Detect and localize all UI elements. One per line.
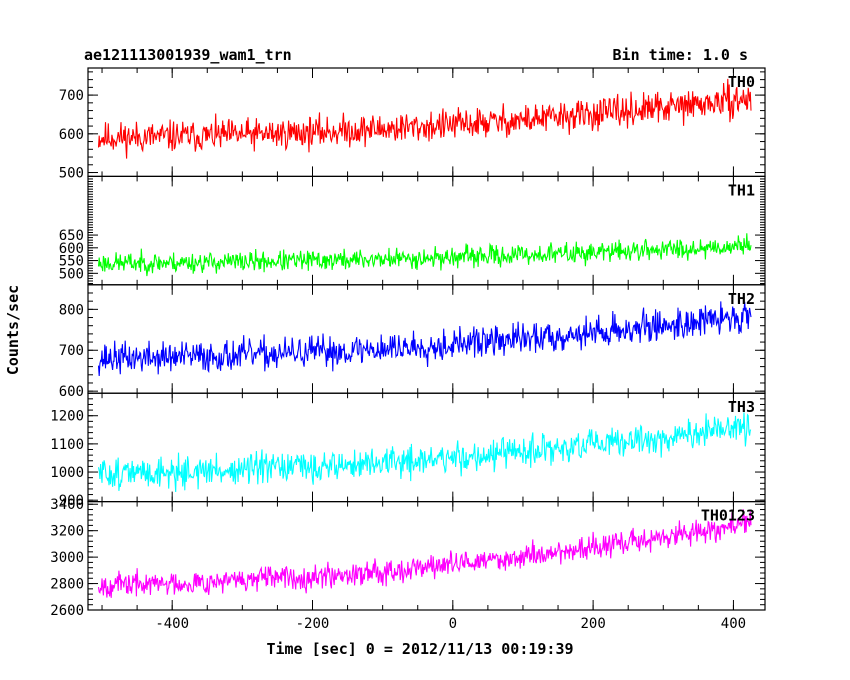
y-tick-label: 600 [59, 241, 84, 257]
series-name-label: TH1 [728, 181, 755, 199]
y-tick-label: 1100 [50, 437, 84, 453]
y-tick-label: 550 [59, 254, 84, 270]
panel-frame [87, 501, 766, 611]
series-th2 [97, 301, 752, 377]
series-th0 [97, 78, 752, 159]
y-tick-label: 650 [59, 228, 84, 244]
x-axis-label: Time [sec] 0 = 2012/11/13 00:19:39 [266, 640, 573, 658]
x-tick-label: -400 [155, 616, 189, 632]
y-tick-label: 2800 [50, 577, 84, 593]
x-tick-label: 400 [721, 616, 746, 632]
series-th0123 [97, 509, 752, 598]
y-tick-label: 800 [59, 302, 84, 318]
panel-frame [87, 284, 766, 394]
panel-th0: 500 600 700 TH0 [59, 67, 766, 182]
series-name-label: TH0123 [701, 507, 755, 525]
y-axis-label: Counts/sec [4, 285, 22, 375]
panel-frame [87, 392, 766, 503]
series-name-label: TH2 [728, 290, 755, 308]
y-tick-label: 3400 [50, 497, 84, 513]
y-tick-label: 2600 [50, 603, 84, 619]
panel-th2: 600 700 800 TH2 [59, 284, 766, 400]
series-name-label: TH0 [728, 73, 755, 91]
y-tick-label: 500 [59, 266, 84, 282]
panel-frame [87, 175, 766, 286]
y-tick-label: 1000 [50, 465, 84, 481]
y-tick-label: 900 [59, 493, 84, 509]
y-tick-label: 700 [59, 343, 84, 359]
y-tick-label: 500 [59, 166, 84, 182]
y-tick-label: 3200 [50, 524, 84, 540]
series-th1 [97, 233, 752, 277]
x-tick-label: 0 [449, 616, 457, 632]
series-name-label: TH3 [728, 398, 755, 416]
y-tick-label: 600 [59, 127, 84, 143]
panel-th3: 900 1000 1100 1200 TH3 [50, 392, 766, 509]
y-tick-label: 600 [59, 384, 84, 400]
x-tick-label: -200 [296, 616, 330, 632]
y-tick-label: 3000 [50, 550, 84, 566]
y-tick-label: 700 [59, 88, 84, 104]
bin-time-label: Bin time: 1.0 s [613, 46, 748, 64]
series-th3 [97, 412, 752, 493]
x-tick-label: 200 [580, 616, 605, 632]
panels: 500600700TH0500550600650TH1600700800TH29… [50, 67, 766, 632]
y-tick-label: 1200 [50, 409, 84, 425]
panel-th0123: 2600 2800 3000 3200 3400 TH0123 [50, 497, 766, 619]
chart-title: ae121113001939_wam1_trn [84, 46, 292, 64]
